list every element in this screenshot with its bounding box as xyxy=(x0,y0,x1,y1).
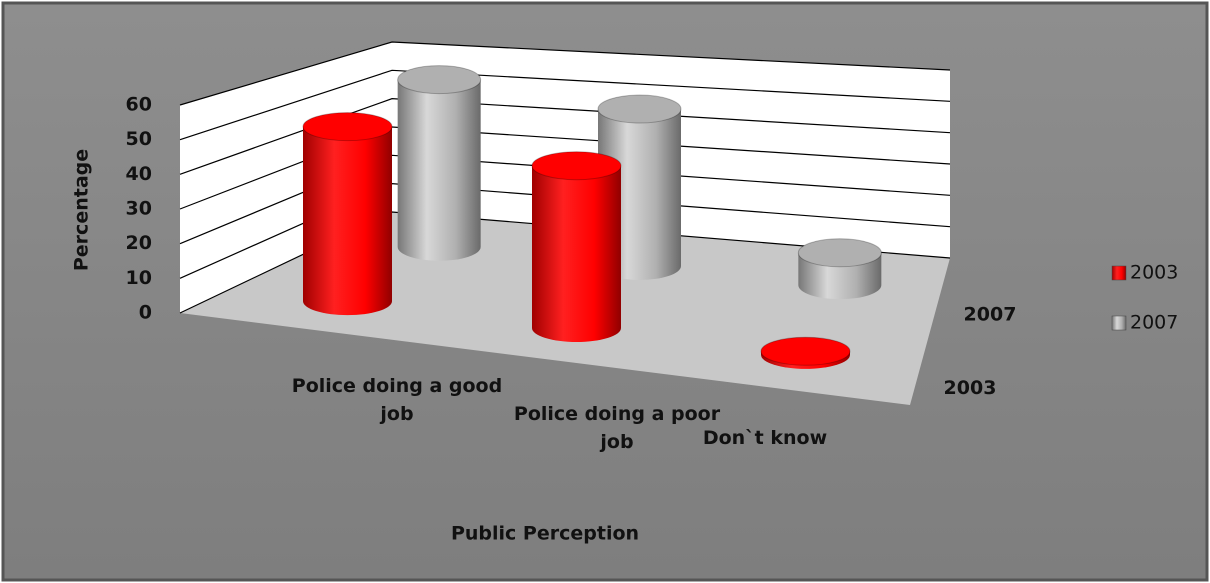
x-axis-label: Public Perception xyxy=(451,523,639,545)
cylinder-body xyxy=(303,126,392,316)
y-tick-label: 10 xyxy=(126,267,152,289)
grid-line xyxy=(179,69,951,141)
grid-line xyxy=(179,98,951,175)
legend-label: 2003 xyxy=(1130,262,1178,284)
cylinder-top xyxy=(397,65,482,95)
y-tick-label: 30 xyxy=(126,198,152,220)
legend-swatch xyxy=(1111,315,1127,331)
cylinder xyxy=(760,336,851,369)
x-tick-label: Police doing a poor job xyxy=(513,403,721,453)
legend-swatch xyxy=(1111,265,1127,281)
cylinder-top xyxy=(760,336,851,366)
cylinder-top xyxy=(302,112,393,142)
grid-line xyxy=(179,41,951,106)
cylinder xyxy=(397,65,482,261)
left-wall xyxy=(180,42,392,313)
cylinder-top xyxy=(797,238,882,268)
x-tick-label: Don`t know xyxy=(702,427,828,449)
legend-label: 2007 xyxy=(1130,312,1178,334)
cylinder-body xyxy=(532,165,621,342)
depth-tick-label: 2007 xyxy=(964,303,1017,325)
y-axis-label: Percentage xyxy=(71,149,93,271)
cylinder xyxy=(797,238,882,300)
y-tick-label: 40 xyxy=(126,163,152,185)
x-tick-label: Police doing a good job xyxy=(291,375,503,425)
cylinder-body xyxy=(397,79,481,261)
depth-tick-label: 2003 xyxy=(944,377,997,399)
y-tick-label: 60 xyxy=(126,94,152,116)
cylinder-top xyxy=(531,151,622,181)
y-tick-label: 0 xyxy=(139,302,152,324)
y-tick-label: 50 xyxy=(126,128,152,150)
cylinder xyxy=(302,112,393,316)
cylinder xyxy=(531,151,622,342)
cylinder-top xyxy=(597,94,682,124)
y-tick-label: 20 xyxy=(126,232,152,254)
